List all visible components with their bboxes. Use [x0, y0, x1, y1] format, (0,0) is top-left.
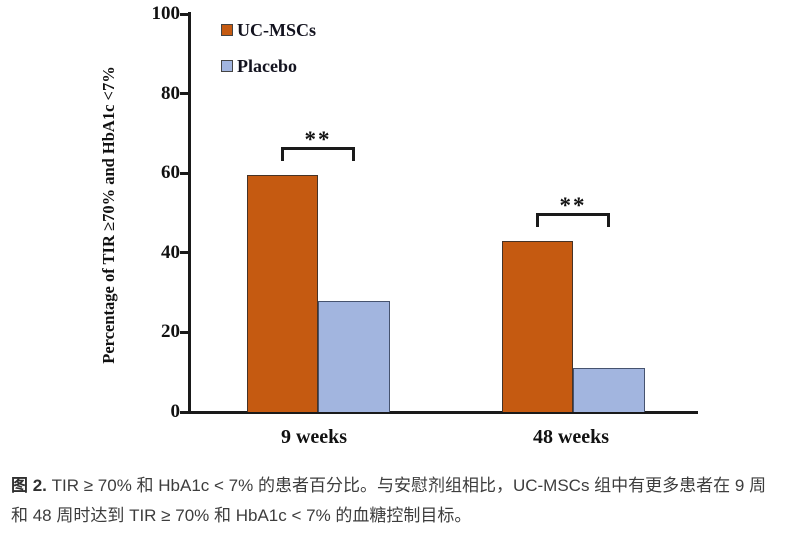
legend-label: UC-MSCs — [237, 20, 316, 40]
significance-bracket — [536, 213, 610, 228]
y-tick-mark — [180, 92, 188, 96]
caption-label: 图 2. — [11, 476, 47, 495]
y-tick-label: 100 — [151, 3, 181, 24]
significance-stars: ** — [559, 193, 587, 219]
x-category-label: 9 weeks — [280, 426, 348, 448]
x-axis-line — [185, 411, 698, 414]
chart-legend: UC-MSCs Placebo — [221, 17, 316, 89]
y-tick-mark — [180, 251, 188, 255]
y-tick-label: 40 — [161, 241, 180, 263]
legend-item-placebo: Placebo — [221, 53, 316, 79]
figure-caption: 图 2. TIR ≥ 70% 和 HbA1c < 7% 的患者百分比。与安慰剂组… — [11, 471, 783, 531]
x-category-label: 48 weeks — [532, 426, 610, 448]
significance-bracket — [281, 147, 355, 162]
y-axis-label: Percentage of TIR ≥70% and HbA1c <7% — [99, 66, 118, 364]
y-tick-mark — [180, 330, 188, 334]
legend-swatch-icon — [221, 24, 233, 36]
bar-chart: Percentage of TIR ≥70% and HbA1c <7% 0 20… — [99, 3, 698, 448]
y-tick-mark — [180, 410, 188, 414]
legend-item-uc-mscs: UC-MSCs — [221, 17, 316, 43]
legend-label: Placebo — [237, 56, 297, 76]
significance-stars: ** — [304, 127, 332, 153]
y-tick-label: 60 — [161, 162, 180, 184]
bar-uc-mscs-48-weeks — [502, 241, 573, 412]
bar-placebo-48-weeks — [573, 367, 645, 412]
y-tick-mark — [180, 12, 188, 16]
caption-text: TIR ≥ 70% 和 HbA1c < 7% 的患者百分比。与安慰剂组相比，UC… — [11, 476, 767, 525]
y-tick-label: 0 — [170, 401, 181, 422]
legend-swatch-icon — [221, 60, 233, 72]
bar-placebo-9-weeks — [318, 301, 390, 412]
y-axis-line — [188, 12, 191, 414]
y-tick-mark — [180, 171, 188, 175]
y-tick-label: 20 — [161, 321, 180, 343]
y-tick-label: 80 — [161, 82, 180, 104]
bar-uc-mscs-9-weeks — [247, 175, 318, 412]
